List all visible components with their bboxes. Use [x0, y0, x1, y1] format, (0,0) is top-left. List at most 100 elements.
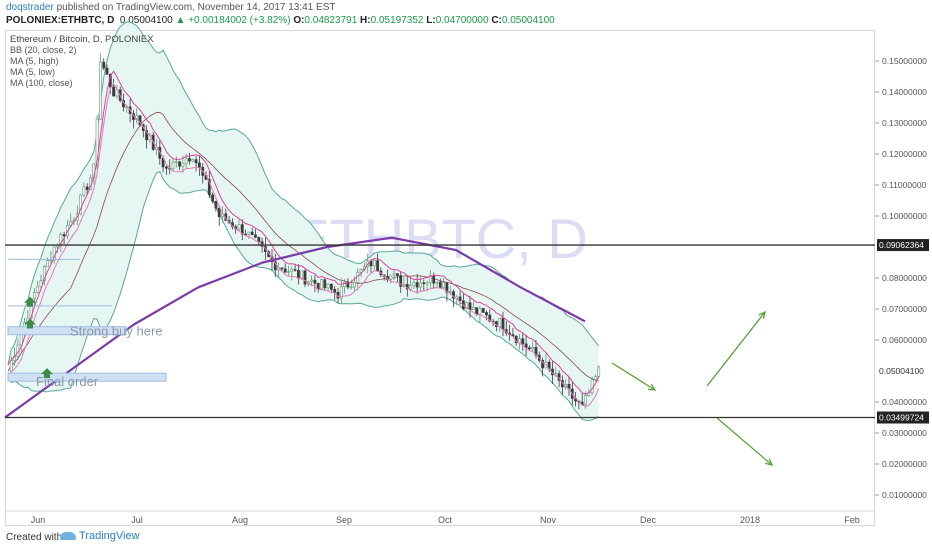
- price-label-box: [877, 364, 929, 377]
- ma-5-high-line: [7, 70, 600, 395]
- candle-body: [376, 260, 380, 272]
- candle-body: [214, 200, 218, 209]
- candle-body: [389, 274, 393, 280]
- legend-item-ma100[interactable]: MA (100, close): [10, 78, 73, 88]
- annotation-box: [7, 326, 127, 336]
- candle-body: [320, 279, 323, 290]
- candle-body: [9, 360, 13, 372]
- created-with-label: Created with: [6, 532, 63, 543]
- candle-body: [428, 275, 432, 283]
- high-label: H:: [360, 15, 371, 26]
- projection-arrow: [716, 417, 773, 466]
- x-tick-label: Sep: [336, 515, 352, 525]
- ma-5-low-line: [7, 82, 600, 408]
- candle-body: [442, 282, 446, 288]
- candle-body: [303, 270, 307, 285]
- candle-body: [339, 286, 343, 299]
- candle-body: [438, 281, 442, 288]
- candle-body: [541, 360, 545, 369]
- brand-label: TradingView: [79, 530, 140, 542]
- close-label: C:: [491, 15, 502, 26]
- candle-body: [300, 270, 304, 279]
- candle-body: [296, 270, 300, 279]
- candle-body: [194, 159, 198, 164]
- candle-body: [445, 282, 449, 293]
- annotation-label: Final order: [36, 374, 99, 389]
- bollinger-fill: [8, 21, 599, 421]
- candle-body: [425, 282, 429, 285]
- candle-body: [481, 308, 485, 313]
- symbol-label: POLONIEX:ETHBTC, D: [6, 15, 115, 26]
- candle-body: [485, 312, 488, 316]
- level-label-box: [877, 411, 929, 424]
- candle-body: [85, 186, 89, 191]
- candle-body: [518, 338, 521, 344]
- candle-body: [419, 282, 422, 288]
- candle-body: [283, 268, 287, 273]
- price-change: +0.00184002 (+3.82%): [188, 15, 291, 26]
- candle-body: [501, 317, 505, 330]
- publish-line: doqstrader published on TradingView.com,…: [6, 2, 335, 13]
- candle-body: [488, 314, 492, 322]
- candle-body: [531, 347, 535, 350]
- price-label: 0.05004100: [879, 366, 924, 376]
- candle-body: [521, 338, 525, 345]
- candle-body: [333, 289, 337, 293]
- candle-body: [409, 285, 413, 290]
- legend-item-ma-low[interactable]: MA (5, low): [10, 67, 56, 77]
- legend-item-ma-high[interactable]: MA (5, high): [10, 56, 59, 66]
- candle-body: [590, 379, 594, 394]
- candle-body: [165, 166, 168, 169]
- candle-body: [79, 194, 83, 215]
- buy-arrow-marker: [24, 318, 36, 329]
- buy-arrow-marker: [24, 296, 36, 307]
- level-label: 0.09062364: [879, 240, 924, 250]
- y-tick-label: 0.10000000: [882, 211, 927, 221]
- level-label-box: [877, 239, 929, 252]
- candle-body: [145, 130, 149, 141]
- bollinger-upper-line: [7, 21, 600, 366]
- chart-panel[interactable]: [5, 30, 875, 526]
- x-tick-label: Aug: [232, 515, 248, 525]
- candle-body: [290, 269, 294, 272]
- y-tick-label: 0.08000000: [882, 273, 927, 283]
- footer: Created with TradingView: [0, 528, 932, 550]
- candle-body: [36, 286, 40, 293]
- candle-body: [237, 224, 241, 230]
- candle-body: [191, 159, 195, 162]
- candle-body: [171, 162, 175, 170]
- candle-body: [178, 161, 182, 167]
- candle-body: [597, 366, 601, 378]
- candle-body: [287, 271, 290, 273]
- y-tick-label: 0.01000000: [882, 490, 927, 500]
- bollinger-mid-line: [7, 111, 599, 382]
- candle-body: [82, 186, 86, 196]
- candle-body: [250, 231, 254, 236]
- author-link[interactable]: doqstrader: [6, 2, 54, 13]
- projection-arrowhead: [647, 383, 657, 391]
- legend-item-bb[interactable]: BB (20, close, 2): [10, 45, 77, 55]
- y-tick-label: 0.15000000: [882, 56, 927, 66]
- y-tick-label: 0.13000000: [882, 118, 927, 128]
- open-label: O:: [293, 15, 305, 26]
- candle-body: [458, 296, 462, 302]
- candle-body: [527, 347, 531, 350]
- candle-body: [412, 282, 416, 286]
- x-tick-label: Feb: [844, 515, 860, 525]
- candle-body: [372, 260, 376, 267]
- indicator-legend: Ethereum / Bitcoin, D, POLONIEX BB (20, …: [10, 34, 154, 89]
- candle-body: [46, 260, 50, 268]
- candle-body: [395, 273, 399, 276]
- projection-arrow: [706, 311, 766, 387]
- low-value: 0.04700000: [435, 15, 489, 26]
- y-tick-label: 0.02000000: [882, 459, 927, 469]
- candle-body: [273, 261, 277, 271]
- tradingview-logo[interactable]: TradingView: [60, 530, 140, 542]
- x-tick-label: Jul: [131, 515, 143, 525]
- last-price: 0.05004100: [119, 15, 173, 26]
- y-tick-label: 0.04000000: [882, 397, 927, 407]
- y-tick-label: 0.14000000: [882, 87, 927, 97]
- candle-body: [257, 237, 261, 243]
- chart-header: doqstrader published on TradingView.com,…: [0, 0, 932, 30]
